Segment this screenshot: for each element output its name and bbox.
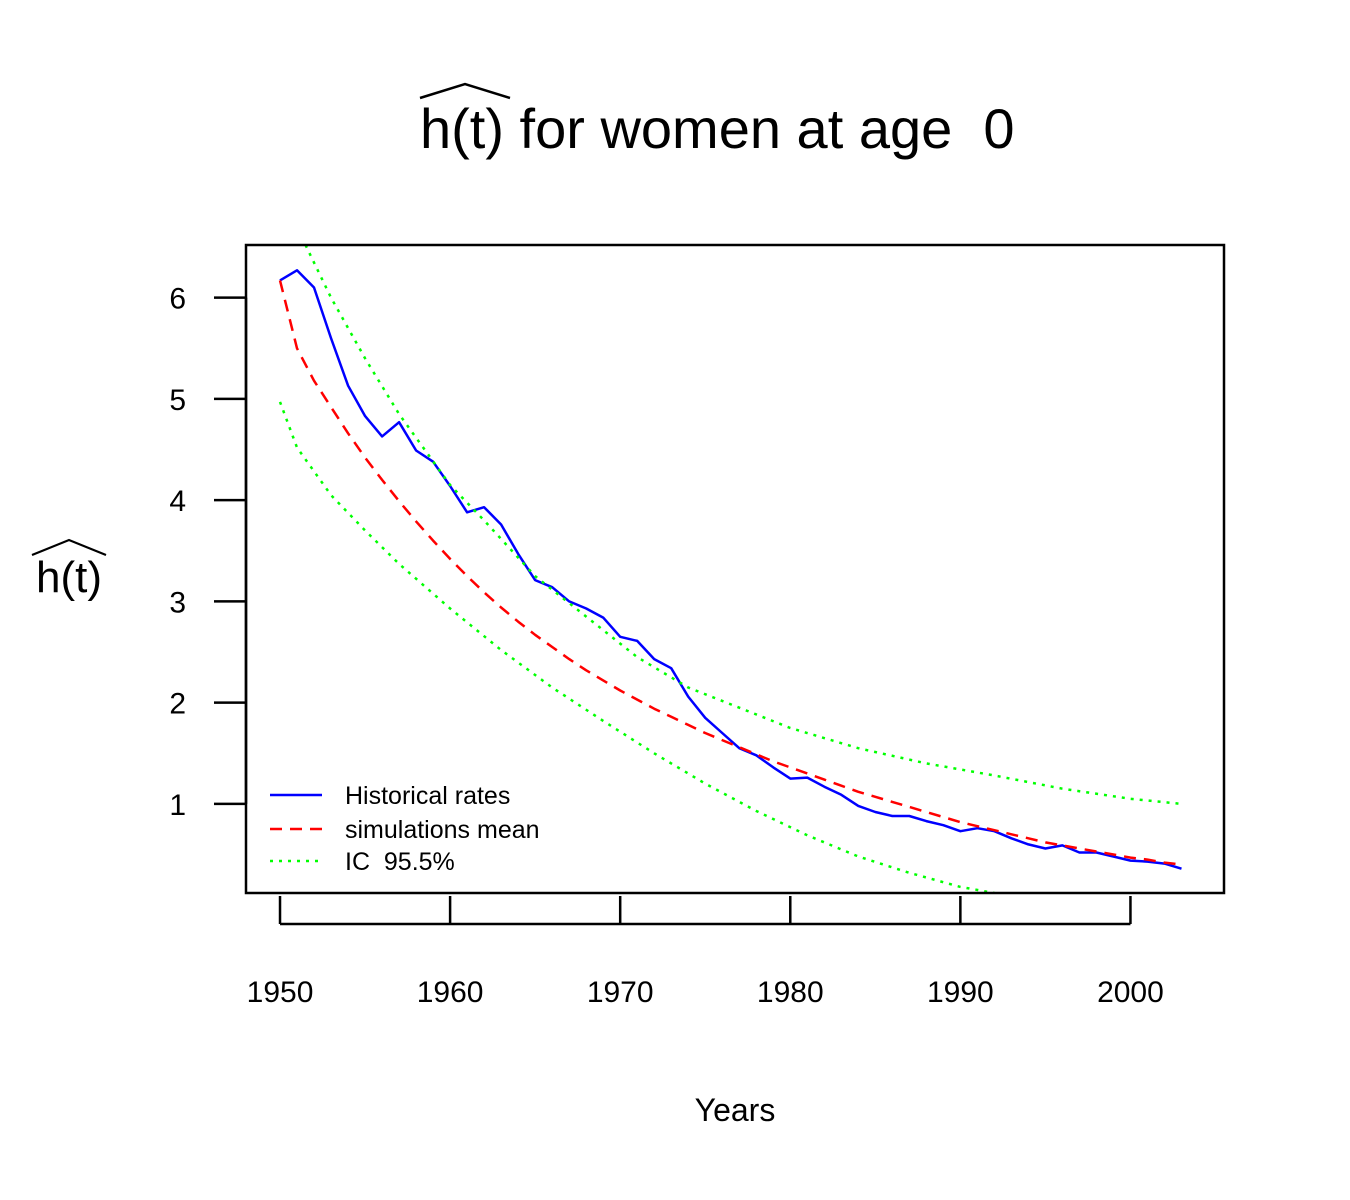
x-tick-label: 1990 [927, 976, 994, 1009]
legend-label-simulations-mean: simulations mean [345, 816, 540, 844]
x-tick-label: 1980 [757, 976, 824, 1009]
legend: Historical rates simulations mean IC 95.… [270, 782, 540, 876]
y-tick-label: 3 [169, 586, 186, 619]
y-tick-label: 5 [169, 384, 186, 417]
title-hat [419, 82, 511, 100]
y-tick-label: 1 [169, 789, 186, 822]
y-tick-label: 4 [169, 485, 186, 518]
series-line-3 [278, 401, 995, 893]
legend-item-historical: Historical rates [270, 782, 510, 810]
x-tick-label: 1950 [247, 976, 314, 1009]
series-line-1 [278, 280, 1182, 866]
title-text: h(t) for women at age 0 [420, 97, 1015, 160]
series-line-2 [304, 245, 1182, 806]
x-tick-label: 2000 [1097, 976, 1164, 1009]
x-axis-label: Years [695, 1092, 776, 1128]
ylabel-text: h(t) [36, 553, 102, 602]
series-line-0 [279, 269, 1182, 870]
x-axis: 1950 1960 1970 1980 1990 2000 [247, 896, 1164, 1009]
x-tick-label: 1970 [587, 976, 654, 1009]
legend-label-historical: Historical rates [345, 782, 510, 810]
chart-title: h(t) for women at age 0 [419, 82, 1015, 160]
series-layer [278, 245, 1182, 893]
x-tick-label: 1960 [417, 976, 484, 1009]
y-tick-label: 2 [169, 688, 186, 721]
title-hat-text: h(t) [420, 97, 504, 160]
ylabel-hat [31, 538, 107, 557]
y-axis-label: h(t) [31, 538, 107, 602]
legend-item-simulations-mean: simulations mean [270, 816, 540, 844]
legend-label-ic: IC 95.5% [345, 848, 455, 876]
y-axis: 1 2 3 4 5 6 [169, 283, 248, 822]
y-tick-label: 6 [169, 283, 186, 316]
title-rest-text: for women at age 0 [504, 97, 1015, 160]
legend-item-ic: IC 95.5% [270, 848, 455, 876]
